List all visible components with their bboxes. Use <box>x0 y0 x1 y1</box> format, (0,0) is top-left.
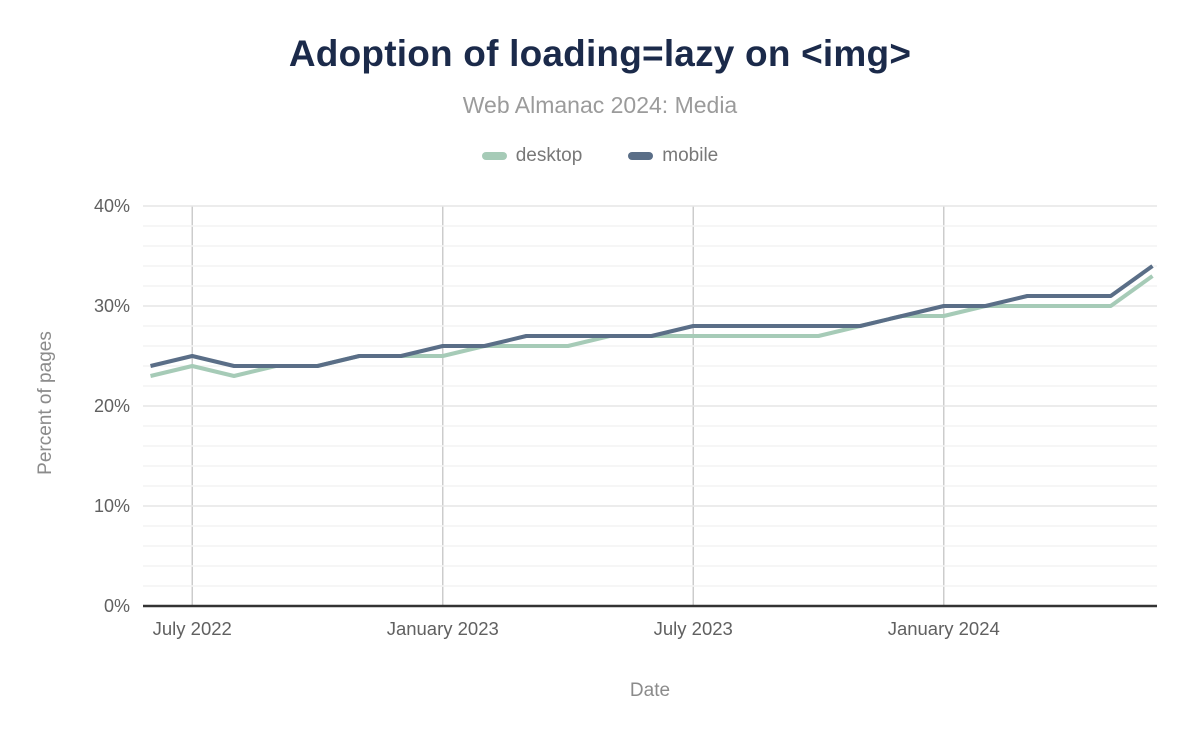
x-axis-title: Date <box>629 680 671 701</box>
legend-swatch-mobile <box>628 152 654 160</box>
legend-swatch-desktop <box>481 152 507 160</box>
legend-item-mobile[interactable]: mobile <box>628 145 718 167</box>
chart-subtitle: Web Almanac 2024: Media <box>462 92 738 118</box>
legend-item-desktop[interactable]: desktop <box>481 145 583 167</box>
y-axis-title: Percent of pages <box>35 331 56 475</box>
chart-title: Adoption of loading=lazy on <img> <box>288 33 912 74</box>
series-line-mobile <box>150 264 1154 368</box>
legend-label: mobile <box>662 145 719 166</box>
legend: desktop mobile <box>0 145 1200 167</box>
legend-label: desktop <box>515 145 583 166</box>
